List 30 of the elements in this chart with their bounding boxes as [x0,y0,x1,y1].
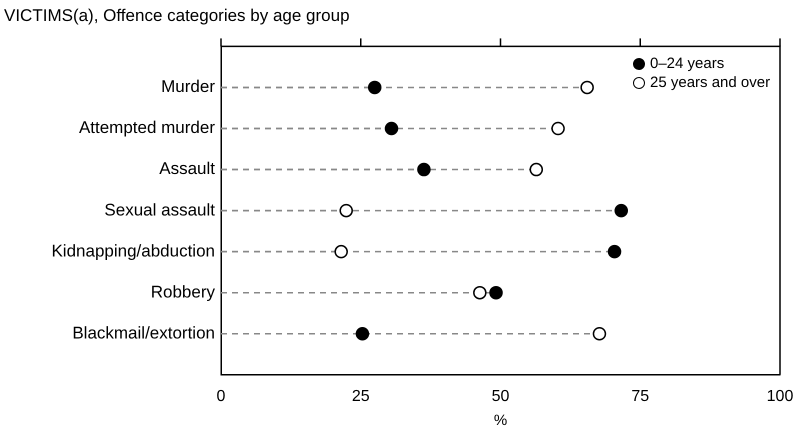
x-tick-label: 50 [492,388,510,405]
point [339,204,353,218]
point [592,327,606,340]
y-tick-label: Murder [161,77,216,96]
legend-label: 0–24 years [650,54,724,74]
x-tick-label: 25 [352,388,370,405]
x-tick-label: 100 [766,388,794,405]
point [417,162,431,176]
x-tick-label: 75 [631,388,650,405]
legend-label: 25 years and over [650,73,770,92]
point [580,80,594,94]
x-axis-title: % [494,412,508,430]
chart-title: VICTIMS(a), Offence categories by age group [4,6,350,25]
point [530,162,544,176]
y-tick-label: Attempted murder [78,118,216,138]
point [489,286,503,300]
y-tick-label: Assault [159,159,216,178]
point [608,244,622,258]
point [614,204,628,218]
point [368,80,382,94]
y-tick-label: Blackmail/extortion [72,323,215,342]
point [384,122,398,136]
y-tick-label: Kidnapping/abduction [51,241,215,260]
point [334,244,348,258]
x-tick-label: 0 [216,388,226,405]
point [473,286,487,300]
y-tick-label: Robbery [150,282,216,302]
point [356,327,370,340]
point [551,122,565,136]
y-tick-label: Sexual assault [104,200,216,220]
